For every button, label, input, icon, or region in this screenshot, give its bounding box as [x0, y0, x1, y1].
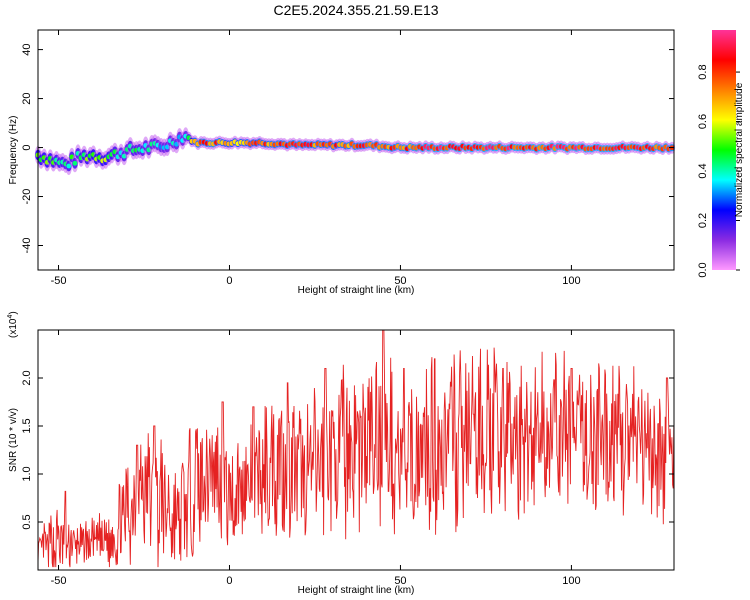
y-tick-label: -20	[21, 189, 33, 205]
x-tick-label: -50	[51, 575, 67, 587]
y-tick-label: -40	[21, 238, 33, 254]
snr-y-axis-label: SNR (10 * v/v)	[8, 408, 19, 472]
snr-series-line	[37, 329, 675, 568]
spectrogram-y-axis-label: Frequency (Hz)	[8, 116, 19, 185]
x-tick-label: 100	[562, 275, 580, 287]
x-tick-label: 0	[226, 275, 232, 287]
snr-x-axis-label: Height of straight line (km)	[298, 585, 415, 596]
snr-frame	[37, 329, 675, 571]
snr-scale-base: (x104)	[7, 311, 19, 338]
spectrogram-y-ticks: -40 -20 0 20 40	[21, 43, 674, 253]
y-tick-label: 20	[21, 92, 33, 104]
colorbar-scale	[712, 30, 736, 270]
x-tick-label: 0	[226, 575, 232, 587]
colorbar-ticks: 0.0 0.2 0.4 0.6 0.8	[697, 64, 740, 278]
y-tick-label: 40	[21, 43, 33, 55]
colorbar-tick-label: 0.0	[697, 262, 709, 277]
colorbar-label: Normalized spectral amplitude	[734, 82, 745, 217]
x-tick-label: 50	[394, 275, 406, 287]
spectrogram-cell	[66, 163, 72, 169]
snr-y-ticks: 0.5 1.0 1.5 2.0	[21, 370, 674, 530]
y-tick-label: 0	[21, 144, 33, 150]
spectrogram-cell	[72, 160, 78, 166]
snr-scale-exponent: 4	[7, 315, 14, 319]
snr-scale-text: (x10	[8, 318, 19, 338]
y-tick-label: 0.5	[21, 514, 33, 529]
snr-scale-note: (x104)	[7, 311, 19, 338]
spectrogram-frame	[37, 29, 675, 271]
colorbar-tick-label: 0.2	[697, 213, 709, 228]
snr-marks	[37, 329, 675, 568]
y-tick-label: 2.0	[21, 370, 33, 385]
spectrogram-panel: -50 0 50 100 -40 -20 0 20 40 Height of straight…	[8, 29, 676, 296]
colorbar-tick-label: 0.6	[697, 114, 709, 129]
spectrogram-x-ticks: -50 0 50 100	[51, 30, 581, 287]
snr-plot-area	[38, 330, 674, 570]
y-tick-label: 1.0	[21, 466, 33, 481]
colorbar-tick-label: 0.8	[697, 64, 709, 79]
chart-title: C2E5.2024.355.21.59.E13	[273, 2, 438, 18]
spectrogram-x-axis-label: Height of straight line (km)	[298, 285, 415, 296]
y-tick-label: 1.5	[21, 418, 33, 433]
x-tick-label: 50	[394, 575, 406, 587]
colorbar-tick-label: 0.4	[697, 163, 709, 178]
x-tick-label: -50	[51, 275, 67, 287]
snr-x-ticks: -50 0 50 100	[51, 330, 581, 587]
spectrogram-marks	[34, 127, 676, 176]
colorbar: 0.0 0.2 0.4 0.6 0.8 Normalized spectral ampl…	[697, 30, 745, 278]
x-tick-label: 100	[562, 575, 580, 587]
snr-panel: -50 0 50 100 0.5 1.0 1.5 2.0 Height of straigh…	[7, 311, 675, 596]
